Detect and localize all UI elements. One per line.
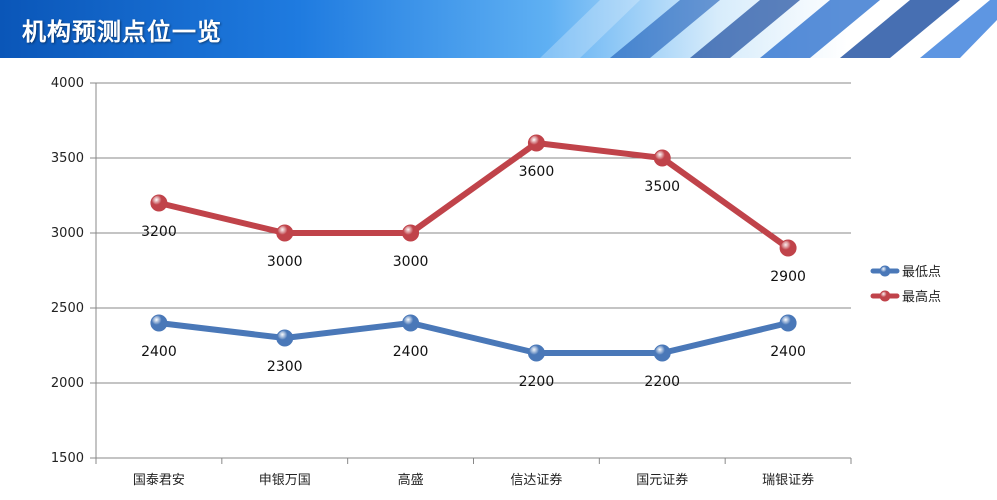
data-label: 2900 <box>770 269 806 285</box>
data-point <box>527 134 545 152</box>
data-label: 3500 <box>644 179 680 195</box>
x-tick-labels: 国泰君安 申银万国 高盛 信达证券 国元证券 瑞银证券 <box>133 472 814 488</box>
x-tick-label: 申银万国 <box>259 473 311 488</box>
x-tick-label: 高盛 <box>398 472 424 488</box>
y-tick-label: 1500 <box>51 451 84 466</box>
data-label: 2400 <box>393 344 429 360</box>
series-lines: 2400 2300 2400 2200 2200 2400 3200 3000 3000 3600… <box>141 134 806 390</box>
data-point <box>779 314 797 332</box>
data-point <box>402 224 420 242</box>
legend-label: 最低点 <box>902 265 941 280</box>
data-label: 2300 <box>267 359 303 375</box>
x-tick-label: 瑞银证券 <box>762 472 814 488</box>
x-tick-label: 国元证券 <box>636 472 688 488</box>
data-label: 2200 <box>519 374 555 390</box>
chart-area: 150020002500300035004000 国泰君安 申银万国 高盛 信达证券国… <box>51 76 941 488</box>
data-point <box>150 314 168 332</box>
x-tick-label: 国泰君安 <box>133 473 185 488</box>
header-banner: 机构预测点位一览 <box>0 0 997 58</box>
banner-stripes <box>540 0 997 58</box>
y-tick-label: 3500 <box>51 151 84 166</box>
data-point <box>527 344 545 362</box>
data-point <box>653 149 671 167</box>
series-line-low <box>155 320 792 356</box>
data-label: 3000 <box>393 254 429 270</box>
page-title: 机构预测点位一览 <box>22 18 222 46</box>
data-point <box>653 344 671 362</box>
data-label: 2400 <box>770 344 806 360</box>
data-point <box>276 329 294 347</box>
series-line-high <box>155 140 792 251</box>
data-label: 3000 <box>267 254 303 270</box>
data-point <box>402 314 420 332</box>
data-label: 3600 <box>519 164 555 180</box>
legend-marker <box>879 265 891 277</box>
y-tick-label: 2000 <box>51 376 84 391</box>
legend-marker <box>879 290 891 302</box>
gridlines <box>90 82 851 459</box>
y-tick-label: 2500 <box>51 301 84 316</box>
legend-label: 最高点 <box>902 289 941 305</box>
data-point <box>150 194 168 212</box>
data-label: 3200 <box>141 224 177 240</box>
data-label: 2400 <box>141 344 177 360</box>
axes <box>95 83 852 464</box>
x-tick-label: 信达证券 <box>510 472 562 488</box>
data-label: 2200 <box>644 374 680 390</box>
y-tick-labels: 1500 2000 2500 3000 3500 4000 <box>51 76 84 466</box>
y-tick-label: 3000 <box>51 226 84 241</box>
data-point <box>779 239 797 257</box>
y-tick-label: 4000 <box>51 76 84 91</box>
data-point <box>276 224 294 242</box>
